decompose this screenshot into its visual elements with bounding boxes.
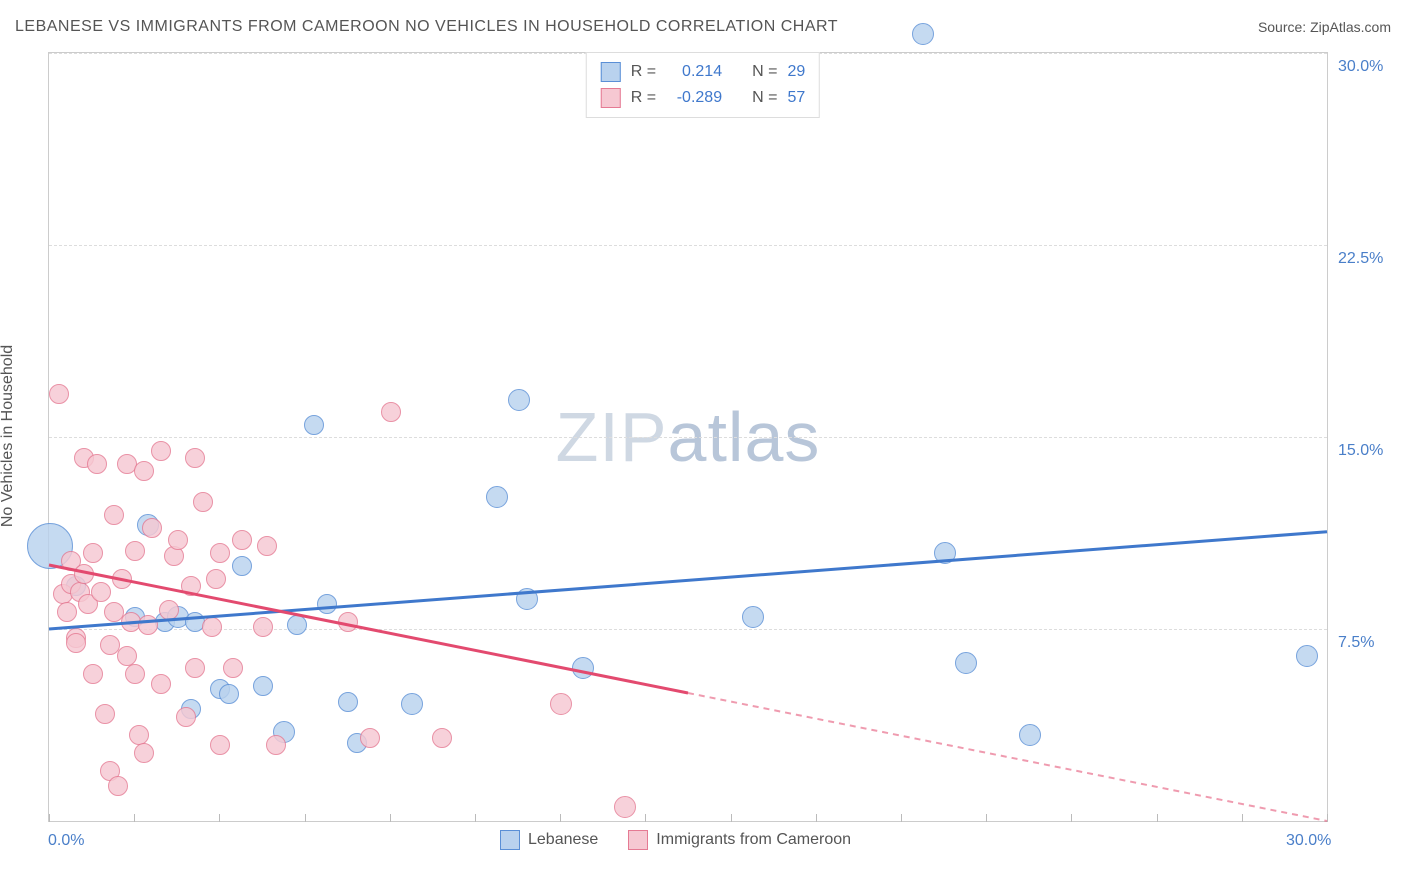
swatch-cameroon	[601, 88, 621, 108]
r-label: R =	[631, 85, 656, 111]
y-tick-label: 7.5%	[1338, 634, 1374, 652]
title-bar: LEBANESE VS IMMIGRANTS FROM CAMEROON NO …	[15, 18, 1391, 36]
scatter-chart: ZIPatlas	[48, 52, 1328, 822]
n-label: N =	[752, 59, 777, 85]
series-legend: Lebanese Immigrants from Cameroon	[500, 830, 851, 850]
swatch-lebanese	[601, 62, 621, 82]
n-value: 29	[787, 59, 805, 85]
x-tick-label: 30.0%	[1286, 832, 1331, 850]
legend-label: Immigrants from Cameroon	[656, 831, 851, 849]
chart-title: LEBANESE VS IMMIGRANTS FROM CAMEROON NO …	[15, 18, 838, 36]
stats-legend: R = 0.214 N = 29 R = -0.289 N = 57	[586, 52, 820, 118]
r-value: 0.214	[666, 59, 722, 85]
stats-row-cameroon: R = -0.289 N = 57	[601, 85, 805, 111]
y-tick-label: 30.0%	[1338, 58, 1383, 76]
y-axis-title: No Vehicles in Household	[0, 345, 17, 527]
legend-swatch	[628, 830, 648, 850]
y-tick-label: 22.5%	[1338, 250, 1383, 268]
n-value: 57	[787, 85, 805, 111]
regression-lebanese	[49, 532, 1327, 629]
data-point-lebanese	[912, 23, 934, 45]
legend-label: Lebanese	[528, 831, 598, 849]
y-tick-label: 15.0%	[1338, 442, 1383, 460]
legend-swatch	[500, 830, 520, 850]
x-tick-label: 0.0%	[48, 832, 84, 850]
regression-extrapolated-cameroon	[688, 693, 1327, 821]
legend-item-cameroon: Immigrants from Cameroon	[628, 830, 851, 850]
source-label: Source: ZipAtlas.com	[1258, 19, 1391, 35]
x-tick	[1327, 814, 1328, 822]
n-label: N =	[752, 85, 777, 111]
r-label: R =	[631, 59, 656, 85]
legend-item-lebanese: Lebanese	[500, 830, 598, 850]
regression-cameroon	[49, 565, 688, 693]
regression-lines	[49, 53, 1327, 821]
stats-row-lebanese: R = 0.214 N = 29	[601, 59, 805, 85]
r-value: -0.289	[666, 85, 722, 111]
